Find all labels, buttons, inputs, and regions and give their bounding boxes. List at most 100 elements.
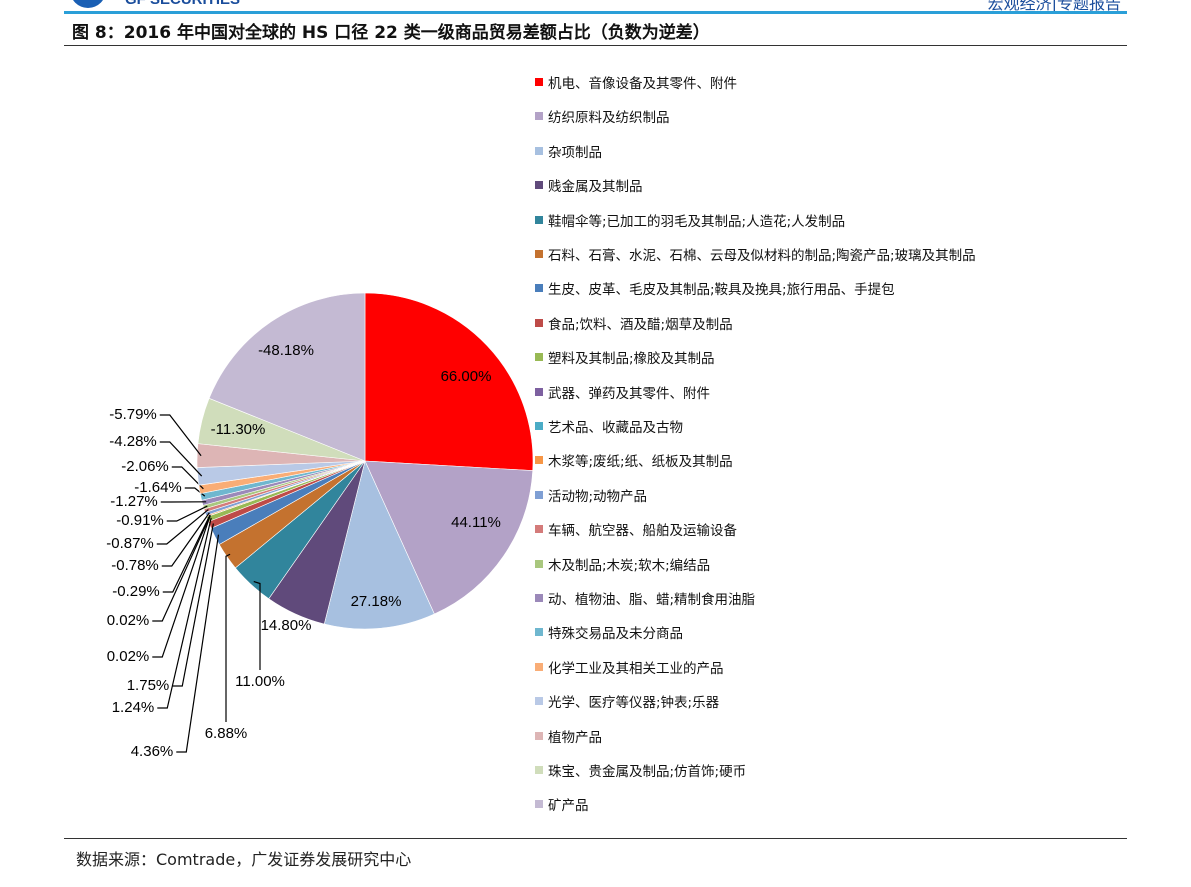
legend-swatch (535, 697, 543, 706)
legend-swatch (535, 628, 543, 637)
legend-item: 食品;饮料、酒及醋;烟草及制品 (535, 313, 733, 333)
legend-item: 武器、弹药及其零件、附件 (535, 382, 710, 402)
data-label: 44.11% (451, 514, 501, 531)
legend-swatch (535, 490, 543, 499)
legend-swatch (535, 594, 543, 602)
leader-line (171, 466, 204, 490)
legend-swatch (535, 250, 543, 258)
leader-line (225, 553, 231, 722)
legend-item: 光学、医疗等仪器;钟表;乐器 (535, 691, 719, 711)
legend-item: 矿产品 (535, 794, 589, 814)
legend-label: 活动物;动物产品 (548, 488, 648, 505)
legend-swatch (535, 353, 543, 362)
leader-line (172, 523, 214, 687)
legend-item: 特殊交易品及未分商品 (535, 622, 683, 642)
data-label: -48.18% (258, 342, 314, 359)
data-label: -11.30% (211, 421, 266, 438)
report-type: 宏观经济|专题报告 (987, 0, 1121, 13)
pie-slice (323, 460, 435, 630)
legend-item: 生皮、皮革、毛皮及其制品;鞍具及挽具;旅行用品、手提包 (535, 278, 895, 298)
legend-label: 贱金属及其制品 (548, 179, 643, 196)
legend-swatch (535, 456, 543, 465)
data-label: -5.79% (109, 406, 157, 423)
legend-label: 纺织原料及纺织制品 (548, 110, 670, 127)
header-divider (64, 11, 1127, 14)
legend-item: 活动物;动物产品 (535, 485, 647, 505)
legend-swatch (535, 731, 543, 740)
legend-label: 化学工业及其相关工业的产品 (548, 660, 724, 677)
legend-swatch (535, 284, 543, 293)
data-label: 11.00% (235, 673, 285, 690)
legend-swatch (535, 112, 543, 121)
legend-item: 木浆等;废纸;纸、纸板及其制品 (535, 450, 733, 470)
data-label: -0.78% (111, 557, 159, 574)
data-label: 0.02% (107, 612, 150, 629)
leader-line (176, 534, 220, 753)
pie-slice (364, 292, 534, 471)
data-label: 1.24% (112, 699, 155, 716)
legend-swatch (535, 78, 543, 86)
legend-label: 光学、医疗等仪器;钟表;乐器 (548, 695, 720, 712)
data-label: 27.18% (351, 593, 402, 610)
legend-item: 植物产品 (535, 726, 602, 746)
legend-label: 武器、弹药及其零件、附件 (548, 385, 710, 402)
data-label: 66.00% (441, 368, 492, 385)
leader-line (159, 414, 202, 457)
legend-label: 生皮、皮革、毛皮及其制品;鞍具及挽具;旅行用品、手提包 (548, 282, 895, 299)
logo-text: GF SECURITIES (125, 0, 240, 8)
data-label: -1.64% (134, 479, 182, 496)
leader-line (162, 514, 211, 593)
leader-line (152, 515, 211, 658)
legend-item: 贱金属及其制品 (535, 175, 643, 195)
data-label: -2.06% (121, 458, 169, 475)
legend-label: 木及制品;木炭;软木;编结品 (548, 557, 711, 574)
legend-item: 塑料及其制品;橡胶及其制品 (535, 347, 715, 367)
legend-label: 植物产品 (548, 729, 602, 746)
data-label: -4.28% (109, 433, 157, 450)
legend-label: 木浆等;废纸;纸、纸板及其制品 (548, 454, 733, 471)
legend-swatch (535, 215, 543, 224)
legend-swatch (535, 318, 543, 327)
legend-label: 塑料及其制品;橡胶及其制品 (548, 351, 715, 368)
leader-line (166, 505, 208, 522)
logo-mark (70, 0, 106, 8)
legend-item: 木及制品;木炭;软木;编结品 (535, 554, 710, 574)
legend-swatch (535, 146, 543, 155)
leader-line (159, 441, 203, 477)
legend-item: 鞋帽伞等;已加工的羽毛及其制品;人造花;人发制品 (535, 210, 845, 230)
chart-title: 图 8：2016 年中国对全球的 HS 口径 22 类一级商品贸易差额占比（负数… (72, 23, 710, 43)
legend-label: 车辆、航空器、船舶及运输设备 (548, 523, 737, 540)
data-label: -0.91% (116, 512, 164, 529)
legend-label: 杂项制品 (548, 144, 602, 161)
data-label: 6.88% (205, 725, 248, 742)
title-divider (64, 45, 1127, 46)
legend-swatch (535, 181, 543, 190)
legend-label: 动、植物油、脂、蜡;精制食用油脂 (548, 592, 756, 608)
pie-slice (364, 460, 534, 615)
pie-slice (208, 292, 366, 462)
data-label: 4.36% (131, 743, 174, 760)
data-label: -1.27% (110, 493, 158, 510)
legend-label: 珠宝、贵金属及制品;仿首饰;硬币 (548, 764, 747, 780)
legend-swatch (535, 800, 543, 809)
data-label: 14.80% (261, 617, 312, 634)
legend-item: 艺术品、收藏品及古物 (535, 416, 683, 436)
legend-swatch (535, 559, 543, 568)
footer-divider (64, 838, 1127, 839)
data-label: 1.75% (127, 677, 170, 694)
leader-line (253, 580, 261, 670)
leader-line (156, 509, 209, 545)
legend-item: 动、植物油、脂、蜡;精制食用油脂 (535, 588, 755, 608)
legend-swatch (535, 422, 543, 430)
legend-item: 机电、音像设备及其零件、附件 (535, 72, 737, 92)
legend-item: 杂项制品 (535, 141, 602, 161)
leader-line (157, 517, 212, 709)
source-note: 数据来源：Comtrade，广发证券发展研究中心 (76, 850, 412, 869)
legend-label: 食品;饮料、酒及醋;烟草及制品 (548, 316, 733, 333)
legend-item: 石料、石膏、水泥、石棉、云母及似材料的制品;陶瓷产品;玻璃及其制品 (535, 244, 976, 264)
legend-swatch (535, 525, 543, 534)
data-label: 0.02% (107, 648, 150, 665)
legend-label: 石料、石膏、水泥、石棉、云母及似材料的制品;陶瓷产品;玻璃及其制品 (548, 248, 976, 264)
legend-label: 艺术品、收藏品及古物 (548, 420, 683, 436)
